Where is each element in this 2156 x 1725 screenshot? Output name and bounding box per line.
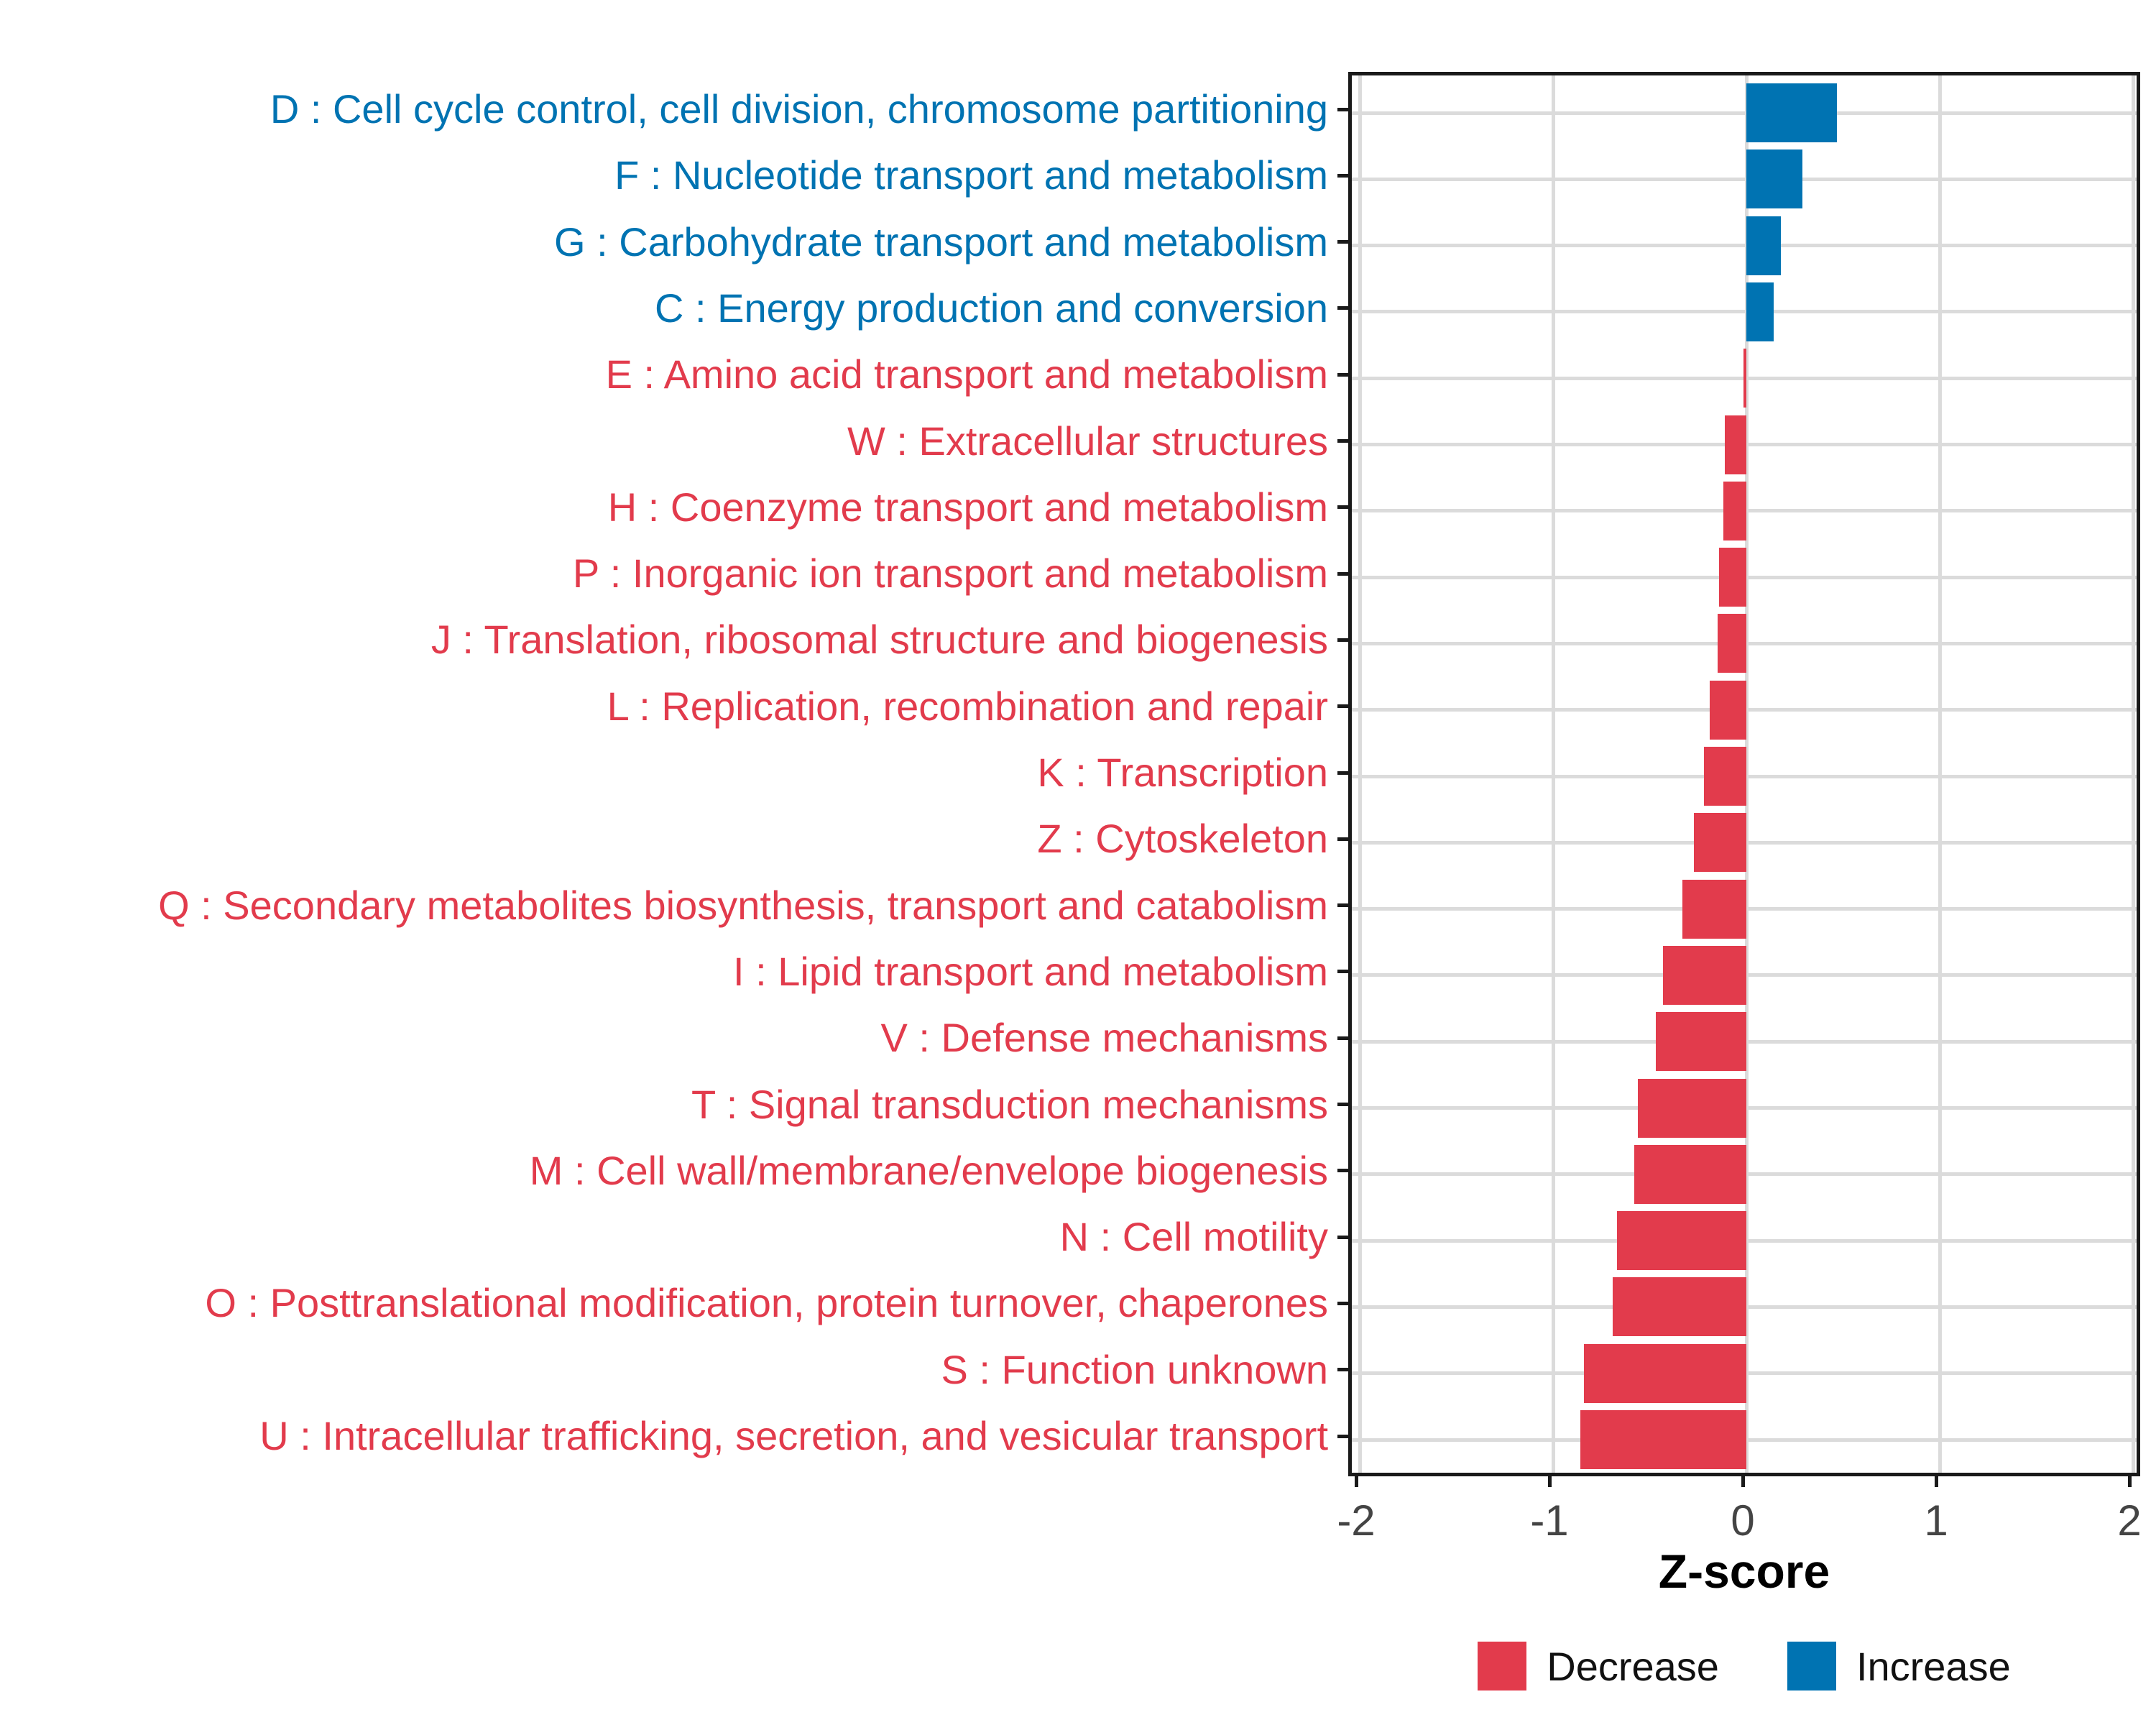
zscore-bar-I xyxy=(1663,945,1746,1005)
zscore-bar-W xyxy=(1725,415,1746,474)
zscore-bar-F xyxy=(1746,150,1802,209)
zscore-bar-Q xyxy=(1682,879,1746,939)
category-label-Q: Q : Secondary metabolites biosynthesis, … xyxy=(158,882,1328,928)
y-axis-tick xyxy=(1337,638,1348,642)
x-axis-tick-label-2: 2 xyxy=(2117,1496,2142,1545)
category-label-W: W : Extracellular structures xyxy=(847,418,1328,464)
y-axis-tick xyxy=(1337,704,1348,709)
category-label-H: H : Coenzyme transport and metabolism xyxy=(607,484,1328,530)
x-axis-tick--2 xyxy=(1354,1476,1358,1487)
zscore-bar-H xyxy=(1723,481,1746,540)
y-axis-tick xyxy=(1337,1169,1348,1173)
zscore-bar-P xyxy=(1719,548,1746,607)
x-axis-tick-1 xyxy=(1934,1476,1938,1487)
x-gridline-0 xyxy=(1744,75,1749,1473)
zscore-bar-N xyxy=(1616,1211,1746,1271)
y-axis-tick xyxy=(1337,240,1348,244)
y-axis-tick xyxy=(1337,1103,1348,1106)
zscore-bar-O xyxy=(1613,1277,1746,1337)
zscore-bar-L xyxy=(1709,680,1746,740)
zscore-bar-U xyxy=(1580,1410,1746,1469)
zscore-bar-G xyxy=(1746,216,1782,275)
y-axis-tick xyxy=(1337,770,1348,775)
y-axis-tick xyxy=(1337,571,1348,576)
zscore-bar-K xyxy=(1703,747,1746,806)
category-label-O: O : Posttranslational modification, prot… xyxy=(205,1280,1328,1326)
category-label-N: N : Cell motility xyxy=(1059,1214,1328,1260)
legend-swatch-decrease-icon xyxy=(1478,1642,1527,1690)
category-label-Z: Z : Cytoskeleton xyxy=(1037,816,1328,862)
category-label-L: L : Replication, recombination and repai… xyxy=(607,683,1328,729)
y-gridline xyxy=(1352,177,2137,181)
zscore-bar-Z xyxy=(1694,813,1746,873)
y-axis-tick xyxy=(1337,173,1348,178)
zscore-bar-S xyxy=(1584,1343,1746,1403)
legend-swatch-increase-icon xyxy=(1787,1642,1836,1690)
zscore-bar-E xyxy=(1743,349,1746,408)
y-axis-tick xyxy=(1337,1368,1348,1372)
x-axis-tick-label--1: -1 xyxy=(1530,1496,1569,1545)
category-label-K: K : Transcription xyxy=(1037,750,1328,795)
category-label-D: D : Cell cycle control, cell division, c… xyxy=(270,86,1328,132)
x-axis-tick-0 xyxy=(1741,1476,1745,1487)
zscore-bar-D xyxy=(1746,83,1838,142)
zscore-bar-J xyxy=(1717,614,1746,673)
category-label-J: J : Translation, ribosomal structure and… xyxy=(430,617,1328,663)
x-axis-tick-2 xyxy=(2127,1476,2132,1487)
legend-entry-decrease: Decrease xyxy=(1478,1642,1719,1690)
x-gridline--1 xyxy=(1551,75,1555,1473)
y-axis-tick xyxy=(1337,306,1348,310)
zscore-bar-C xyxy=(1746,282,1774,341)
category-label-I: I : Lipid transport and metabolism xyxy=(733,948,1328,994)
category-label-M: M : Cell wall/membrane/envelope biogenes… xyxy=(529,1147,1328,1193)
y-axis-tick xyxy=(1337,372,1348,377)
legend-label-increase: Increase xyxy=(1856,1643,2011,1689)
category-label-S: S : Function unknown xyxy=(941,1346,1328,1392)
category-label-E: E : Amino acid transport and metabolism xyxy=(605,351,1328,397)
category-label-F: F : Nucleotide transport and metabolism xyxy=(614,152,1328,198)
x-axis-title: Z-score xyxy=(1658,1545,1830,1598)
legend: Decrease Increase xyxy=(1348,1642,2140,1690)
y-axis-tick xyxy=(1337,903,1348,908)
x-axis-tick-label-0: 0 xyxy=(1731,1496,1755,1545)
y-axis-tick xyxy=(1337,1036,1348,1040)
category-label-G: G : Carbohydrate transport and metabolis… xyxy=(554,218,1328,264)
y-gridline xyxy=(1352,310,2137,314)
y-axis-tick xyxy=(1337,439,1348,443)
y-gridline xyxy=(1352,244,2137,248)
y-axis-tick xyxy=(1337,837,1348,841)
y-axis-tick xyxy=(1337,107,1348,111)
y-gridline xyxy=(1352,111,2137,115)
zscore-bar-T xyxy=(1638,1078,1746,1138)
x-axis-tick--1 xyxy=(1547,1476,1552,1487)
category-label-V: V : Defense mechanisms xyxy=(880,1015,1328,1061)
legend-label-decrease: Decrease xyxy=(1547,1643,1719,1689)
x-gridline--2 xyxy=(1358,75,1362,1473)
zscore-bar-M xyxy=(1634,1144,1746,1204)
x-gridline-2 xyxy=(2131,75,2135,1473)
y-axis-tick xyxy=(1337,1434,1348,1438)
x-axis-tick-label-1: 1 xyxy=(1924,1496,1948,1545)
category-label-C: C : Energy production and conversion xyxy=(655,285,1328,331)
y-axis-tick xyxy=(1337,1235,1348,1239)
y-axis-tick xyxy=(1337,970,1348,974)
zscore-bar-V xyxy=(1655,1012,1746,1072)
y-axis-tick xyxy=(1337,1301,1348,1305)
x-axis-tick-label--2: -2 xyxy=(1337,1496,1376,1545)
category-label-T: T : Signal transduction mechanisms xyxy=(691,1081,1328,1127)
plot-panel xyxy=(1348,72,2140,1476)
category-label-P: P : Inorganic ion transport and metaboli… xyxy=(572,551,1328,597)
legend-entry-increase: Increase xyxy=(1787,1642,2011,1690)
category-label-U: U : Intracellular trafficking, secretion… xyxy=(259,1413,1328,1458)
x-gridline-1 xyxy=(1938,75,1942,1473)
y-axis-tick xyxy=(1337,505,1348,510)
